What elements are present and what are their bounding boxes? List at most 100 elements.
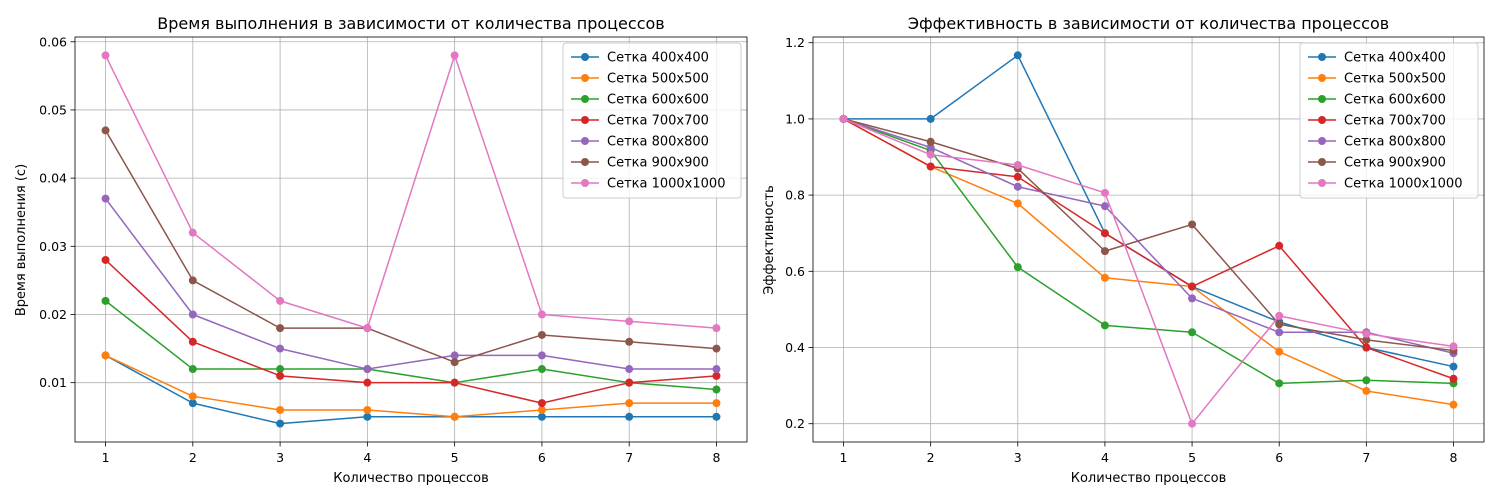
legend-box xyxy=(1299,42,1479,199)
data-point xyxy=(926,137,935,146)
data-point xyxy=(1188,419,1197,428)
data-point xyxy=(276,296,285,305)
legend-marker xyxy=(1318,53,1326,61)
series-line xyxy=(104,54,717,329)
data-point xyxy=(1100,188,1109,197)
data-point xyxy=(1362,343,1371,352)
data-point xyxy=(1100,321,1109,330)
data-point xyxy=(188,392,197,401)
legend-marker xyxy=(1318,158,1326,166)
series-4 xyxy=(101,255,721,408)
data-point xyxy=(1275,311,1284,320)
data-point xyxy=(625,378,634,387)
legend-label: Сетка 600x600 xyxy=(1344,93,1446,108)
x-tick-label: 8 xyxy=(712,450,720,465)
series-line xyxy=(843,118,1454,406)
y-tick-label: 0.03 xyxy=(39,239,67,254)
data-point xyxy=(537,330,546,339)
data-point xyxy=(188,310,197,319)
y-axis-label: Время выполнения (с) xyxy=(14,164,29,316)
x-tick-label: 7 xyxy=(1362,450,1370,465)
data-point xyxy=(712,324,721,333)
data-point xyxy=(188,399,197,408)
y-axis-label: Эффективность xyxy=(762,185,777,295)
data-point xyxy=(926,162,935,171)
data-point xyxy=(188,276,197,285)
data-point xyxy=(1100,247,1109,256)
legend-item: Сетка 500x500 xyxy=(1308,72,1446,87)
legend-marker xyxy=(581,179,589,187)
data-point xyxy=(1100,273,1109,282)
x-tick-label: 1 xyxy=(102,450,110,465)
x-axis-label: Количество процессов xyxy=(333,471,489,486)
data-point xyxy=(101,255,110,264)
y-tick-label: 0.4 xyxy=(785,340,805,355)
legend-label: Сетка 500x500 xyxy=(1344,72,1446,87)
series-7 xyxy=(839,114,1458,428)
data-point xyxy=(1362,335,1371,344)
data-point xyxy=(450,358,459,367)
legend-item: Сетка 800x800 xyxy=(571,135,709,150)
legend-item: Сетка 900x900 xyxy=(1308,156,1446,171)
ticks: 1 2 3 4 5 6 7 8 0.2 0.4 0.6 0.8 1.0 1.2 xyxy=(785,35,1457,465)
x-tick-label: 7 xyxy=(625,450,633,465)
data-point xyxy=(625,317,634,326)
y-tick-label: 0.06 xyxy=(39,34,67,49)
series-lines xyxy=(839,51,1458,428)
series-line xyxy=(105,300,717,391)
y-tick-label: 0.2 xyxy=(785,416,805,431)
legend-box xyxy=(562,42,742,199)
plot-frame xyxy=(812,36,1485,443)
data-point xyxy=(537,399,546,408)
legend: Сетка 400x400 Сетка 500x500 Сетка 600x600 С… xyxy=(1299,42,1479,199)
data-point xyxy=(363,378,372,387)
data-point xyxy=(101,296,110,305)
data-point xyxy=(712,412,721,421)
execution-time-chart: Время выполнения в зависимости от количе… xyxy=(14,14,748,486)
data-point xyxy=(276,324,285,333)
series-lines xyxy=(101,51,721,428)
legend-marker xyxy=(1318,95,1326,103)
legend-item: Сетка 900x900 xyxy=(571,156,709,171)
data-point xyxy=(1362,376,1371,385)
series-line xyxy=(104,130,717,363)
data-point xyxy=(1275,347,1284,356)
x-axis-label: Количество процессов xyxy=(1071,471,1227,486)
legend-marker xyxy=(581,95,589,103)
data-point xyxy=(276,405,285,414)
legend-marker xyxy=(581,137,589,145)
legend-item: Сетка 400x400 xyxy=(571,51,709,66)
series-5 xyxy=(101,194,721,374)
series-line xyxy=(843,118,1454,352)
data-point xyxy=(537,405,546,414)
data-point xyxy=(537,310,546,319)
data-point xyxy=(1275,379,1284,388)
series-line xyxy=(843,118,1454,425)
ticks: 1 2 3 4 5 6 7 8 0.01 0.02 0.03 0.04 0.05 0.06 xyxy=(39,34,720,465)
legend-label: Сетка 600x600 xyxy=(607,93,709,108)
y-tick-label: 0.6 xyxy=(785,264,805,279)
data-point xyxy=(1362,386,1371,395)
legend-marker xyxy=(1318,179,1326,187)
legend-marker xyxy=(1318,74,1326,82)
data-point xyxy=(450,378,459,387)
x-tick-label: 3 xyxy=(276,450,284,465)
legend-marker xyxy=(1318,137,1326,145)
data-point xyxy=(1013,51,1022,60)
series-line xyxy=(843,118,1454,385)
x-tick-label: 2 xyxy=(927,450,935,465)
data-point xyxy=(188,228,197,237)
data-point xyxy=(1013,172,1022,181)
data-point xyxy=(450,351,459,360)
data-point xyxy=(926,114,935,123)
y-tick-label: 0.04 xyxy=(39,171,67,186)
legend-label: Сетка 400x400 xyxy=(607,51,709,66)
legend-item: Сетка 1000x1000 xyxy=(1308,177,1462,192)
axes-frame xyxy=(812,36,1485,443)
data-point xyxy=(712,365,721,374)
data-point xyxy=(1100,202,1109,211)
data-point xyxy=(712,344,721,353)
axes-frame xyxy=(74,36,748,443)
data-point xyxy=(537,365,546,374)
legend-item: Сетка 700x700 xyxy=(571,114,709,129)
